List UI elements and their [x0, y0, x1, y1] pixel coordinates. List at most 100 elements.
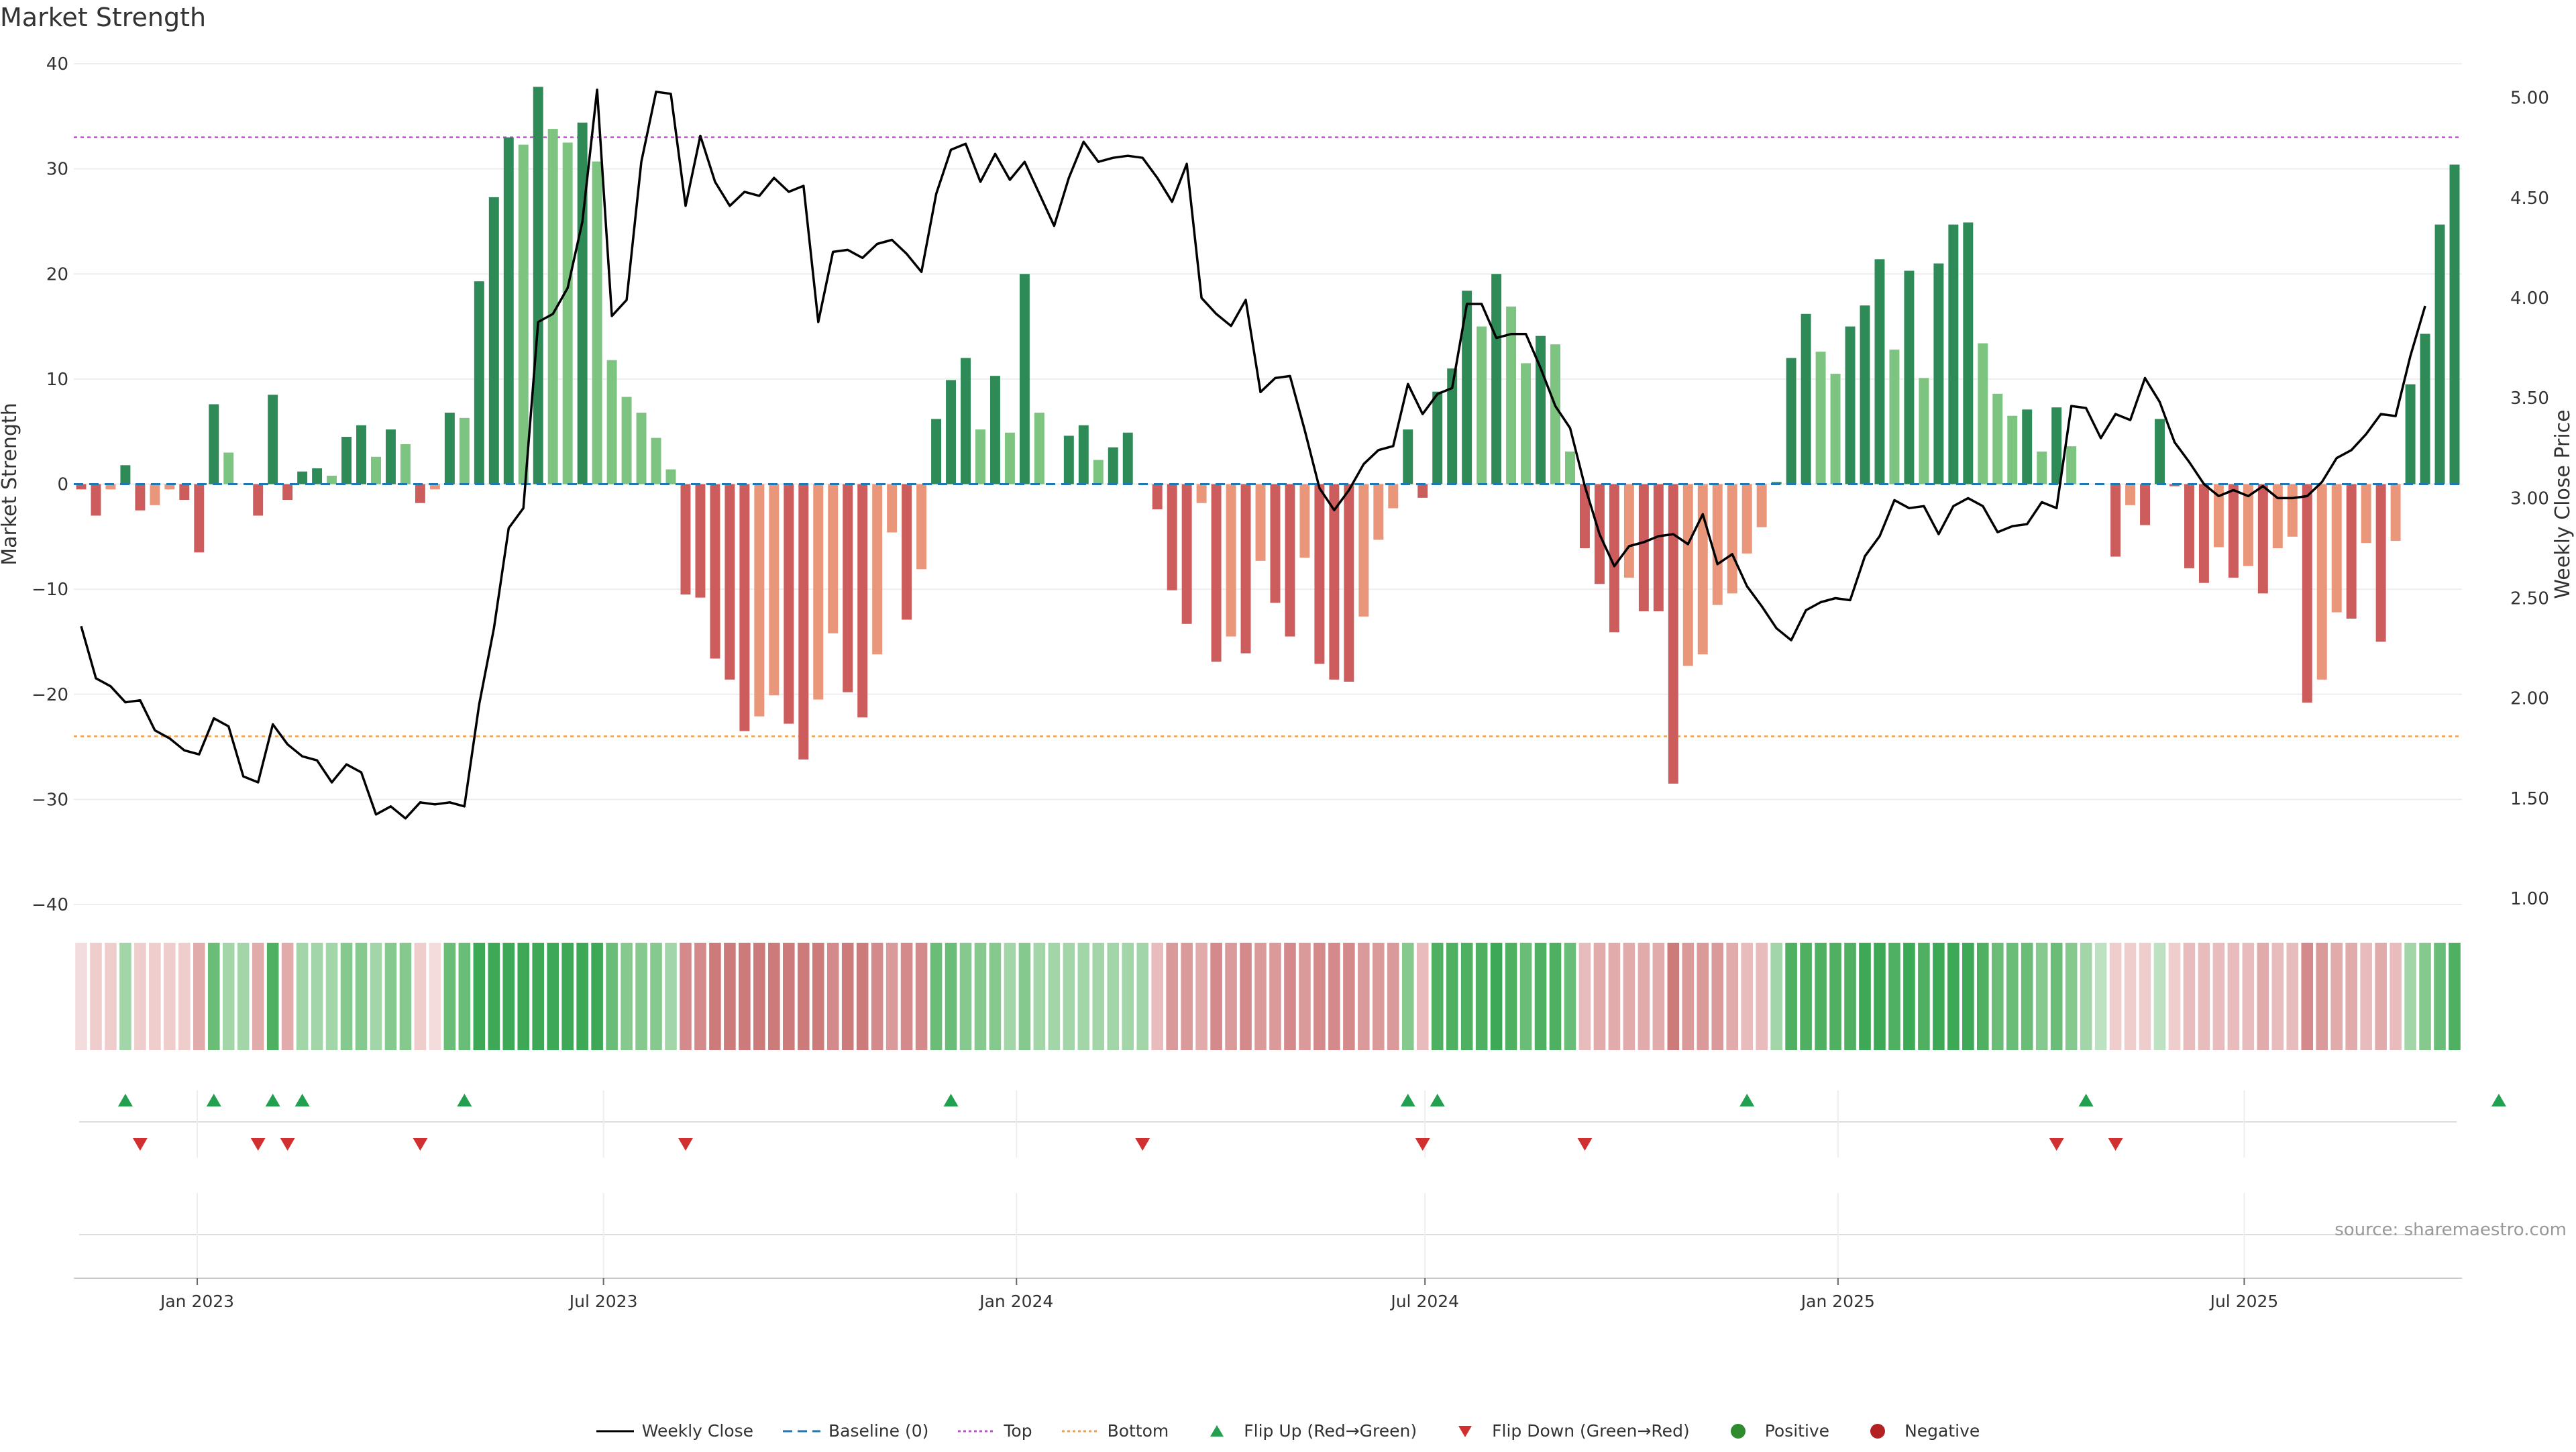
- legend-label: Negative: [1904, 1421, 1980, 1441]
- strength-strip-cell: [1593, 943, 1606, 1050]
- strength-bar: [385, 429, 396, 484]
- strength-bar: [2007, 415, 2018, 484]
- strength-strip-cell: [2035, 943, 2048, 1050]
- strength-strip-cell: [724, 943, 736, 1050]
- y-tick-label: −10: [32, 580, 68, 600]
- strength-strip-cell: [370, 943, 382, 1050]
- strength-bar: [2243, 484, 2253, 566]
- strength-strip-cell: [222, 943, 235, 1050]
- strength-bar: [2316, 484, 2327, 680]
- strength-strip-cell: [561, 943, 574, 1050]
- strength-strip-cell: [1431, 943, 1444, 1050]
- strength-strip-cell: [709, 943, 721, 1050]
- legend-label: Top: [1004, 1421, 1032, 1441]
- strength-strip-cell: [1800, 943, 1812, 1050]
- y2-tick-label: 2.50: [2510, 589, 2549, 609]
- strength-strip-cell: [1446, 943, 1458, 1050]
- flip-up-marker: [457, 1094, 472, 1106]
- strength-strip-cell: [797, 943, 810, 1050]
- strength-bar: [1417, 484, 1428, 498]
- strength-strip-cell: [399, 943, 412, 1050]
- legend-label: Positive: [1764, 1421, 1830, 1441]
- y-tick-label: 10: [46, 370, 68, 390]
- strength-strip-cell: [621, 943, 633, 1050]
- strength-strip-cell: [75, 943, 87, 1050]
- strength-bar: [2155, 419, 2165, 484]
- strength-strip-cell: [1549, 943, 1562, 1050]
- strength-bar: [371, 456, 381, 484]
- flip-up-marker: [1430, 1094, 1445, 1106]
- strength-bar: [2361, 484, 2371, 543]
- strength-bar: [1919, 378, 1929, 484]
- strength-strip-cell: [311, 943, 323, 1050]
- weekly-close-line: [80, 89, 2426, 820]
- legend-label: Bottom: [1107, 1421, 1169, 1441]
- y2-tick-label: 4.00: [2510, 289, 2549, 309]
- strength-bar: [268, 395, 278, 484]
- strength-bar: [2272, 484, 2283, 549]
- strength-bar: [2375, 484, 2386, 642]
- strength-bar: [651, 437, 661, 484]
- strength-bar: [2213, 484, 2224, 548]
- strength-strip-cell: [502, 943, 515, 1050]
- strength-strip-cell: [443, 943, 456, 1050]
- strength-bar: [1240, 484, 1251, 654]
- strength-bar: [282, 484, 293, 500]
- strength-strip-cell: [178, 943, 191, 1050]
- strength-strip-cell: [325, 943, 338, 1050]
- legend-item: Flip Down (Green→Red): [1446, 1421, 1690, 1441]
- strength-strip-cell: [1756, 943, 1768, 1050]
- strength-bar: [415, 484, 425, 503]
- strength-strip-cell: [2404, 943, 2416, 1050]
- strength-bar: [179, 484, 190, 500]
- strength-strip-cell: [2050, 943, 2063, 1050]
- strength-strip-cell: [1490, 943, 1503, 1050]
- y2-tick-label: 2.00: [2510, 689, 2549, 709]
- strength-bar: [2257, 484, 2268, 594]
- strength-bar: [327, 475, 337, 484]
- strength-bar: [150, 484, 160, 505]
- x-tick-label: Jan 2024: [978, 1292, 1053, 1311]
- strength-bar: [1078, 425, 1089, 484]
- strength-strip-cell: [989, 943, 1002, 1050]
- flip-down-marker: [132, 1138, 148, 1151]
- strength-strip-cell: [1151, 943, 1163, 1050]
- strength-bar: [2420, 333, 2430, 484]
- strength-strip-cell: [1977, 943, 1989, 1050]
- strength-strip-cell: [974, 943, 987, 1050]
- strength-bar: [680, 484, 691, 594]
- flip-up-marker: [943, 1094, 959, 1106]
- strength-strip-cell: [739, 943, 751, 1050]
- strength-strip-cell: [2124, 943, 2137, 1050]
- strength-strip-cell: [2360, 943, 2372, 1050]
- strength-strip-cell: [473, 943, 486, 1050]
- y-tick-label: 0: [57, 475, 68, 495]
- legend-item: Flip Up (Red→Green): [1198, 1421, 1417, 1441]
- strength-strip-cell: [1181, 943, 1193, 1050]
- strength-bar: [2125, 484, 2136, 505]
- legend-swatch-icon: [1730, 1423, 1746, 1439]
- strength-strip-cell: [2301, 943, 2314, 1050]
- strength-strip-cell: [1077, 943, 1090, 1050]
- strength-bar: [1712, 484, 1723, 605]
- strength-bar: [1963, 222, 1974, 484]
- strength-strip-cell: [1299, 943, 1311, 1050]
- strength-bar: [253, 484, 264, 516]
- strength-strip-cell: [1638, 943, 1650, 1050]
- flip-up-marker: [117, 1094, 133, 1106]
- strength-strip-cell: [1903, 943, 1915, 1050]
- strength-strip-cell: [458, 943, 471, 1050]
- strength-bar: [872, 484, 883, 655]
- chart-title: Market Strength: [0, 3, 207, 32]
- strength-strip-cell: [2109, 943, 2122, 1050]
- strength-strip-cell: [1888, 943, 1900, 1050]
- y-tick-label: −30: [32, 790, 68, 810]
- flip-up-marker: [1739, 1094, 1755, 1106]
- strength-strip-cell: [237, 943, 250, 1050]
- strength-bar: [2302, 484, 2312, 703]
- legend-swatch-icon: [1458, 1425, 1472, 1437]
- strength-strip-cell: [1373, 943, 1385, 1050]
- strength-bar: [2184, 484, 2194, 568]
- strength-strip-cell: [1519, 943, 1532, 1050]
